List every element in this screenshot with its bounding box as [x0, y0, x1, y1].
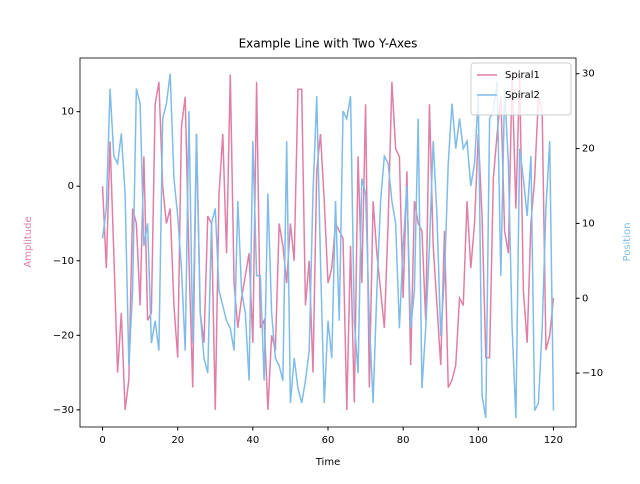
y-axis-label: Amplitude [23, 216, 34, 267]
x-tick-label: 100 [469, 435, 488, 446]
legend-label: Spiral1 [505, 70, 540, 81]
y-tick-label: −30 [53, 405, 74, 416]
x-axis-label: Time [315, 457, 340, 468]
y2-tick-label: −10 [582, 368, 603, 379]
x-tick-label: 60 [322, 435, 335, 446]
chart-title: Example Line with Two Y-Axes [239, 37, 418, 51]
y2-tick-label: 30 [582, 69, 595, 80]
y2-tick-label: 0 [582, 293, 588, 304]
y2-tick-label: 20 [582, 144, 595, 155]
legend-box [470, 62, 572, 116]
y-tick-label: 0 [68, 181, 74, 192]
x-tick-label: 40 [246, 435, 259, 446]
y2-tick-label: 10 [582, 218, 595, 229]
legend-label: Spiral2 [505, 90, 540, 101]
y-tick-label: 10 [61, 107, 74, 118]
y2-axis-label: Position [622, 223, 633, 262]
x-tick-label: 0 [99, 435, 105, 446]
x-tick-label: 120 [544, 435, 563, 446]
y-tick-label: −20 [53, 330, 74, 341]
line-series [101, 73, 555, 419]
plot-frame [79, 57, 577, 428]
y-tick-label: −10 [53, 256, 74, 267]
x-tick-label: 20 [171, 435, 184, 446]
x-tick-label: 80 [397, 435, 410, 446]
